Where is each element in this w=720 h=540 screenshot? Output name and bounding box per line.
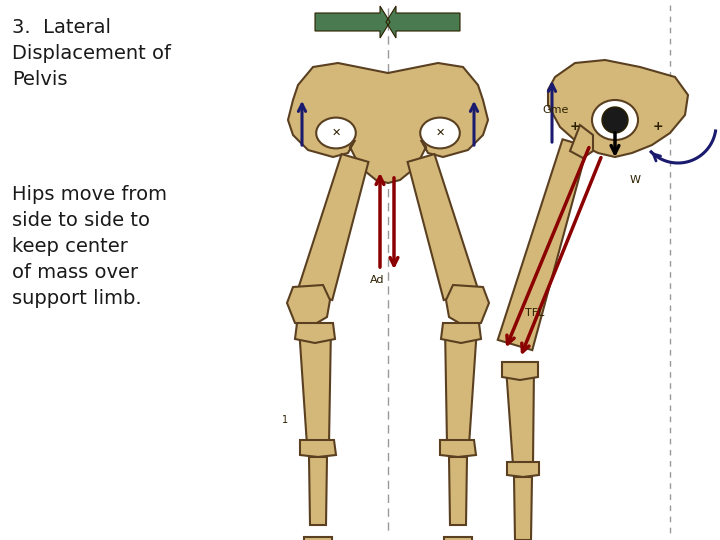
Text: of mass over: of mass over — [12, 263, 138, 282]
Polygon shape — [315, 6, 390, 38]
Polygon shape — [449, 457, 467, 525]
Polygon shape — [287, 285, 330, 327]
Polygon shape — [288, 63, 488, 183]
Text: TFL: TFL — [525, 308, 544, 318]
Text: support limb.: support limb. — [12, 289, 142, 308]
Text: 3.  Lateral: 3. Lateral — [12, 18, 111, 37]
Ellipse shape — [420, 118, 460, 148]
Polygon shape — [300, 440, 336, 457]
Polygon shape — [295, 323, 335, 343]
Polygon shape — [514, 477, 532, 540]
Polygon shape — [408, 154, 478, 300]
Text: keep center: keep center — [12, 237, 128, 256]
Polygon shape — [445, 327, 477, 446]
Polygon shape — [298, 154, 369, 300]
Polygon shape — [548, 60, 688, 157]
Text: Ad: Ad — [370, 275, 384, 285]
Text: Hips move from: Hips move from — [12, 185, 167, 204]
Polygon shape — [304, 537, 332, 540]
Text: Gme: Gme — [542, 105, 568, 115]
Text: ✕: ✕ — [436, 128, 445, 138]
Polygon shape — [441, 323, 481, 343]
Text: Displacement of: Displacement of — [12, 44, 171, 63]
Polygon shape — [440, 440, 476, 457]
Text: W: W — [630, 175, 641, 185]
Polygon shape — [570, 125, 593, 158]
Text: 1: 1 — [282, 415, 288, 425]
Text: ✕: ✕ — [331, 128, 341, 138]
Polygon shape — [502, 362, 538, 380]
Circle shape — [602, 107, 628, 133]
Text: +: + — [653, 120, 663, 133]
Polygon shape — [507, 462, 539, 477]
Ellipse shape — [316, 118, 356, 148]
Polygon shape — [299, 327, 331, 446]
Polygon shape — [506, 367, 534, 465]
Polygon shape — [386, 6, 460, 38]
Text: +: + — [570, 120, 580, 133]
Polygon shape — [498, 139, 588, 350]
Ellipse shape — [592, 100, 638, 140]
Text: side to side to: side to side to — [12, 211, 150, 230]
Polygon shape — [444, 537, 472, 540]
Text: Pelvis: Pelvis — [12, 70, 68, 89]
Polygon shape — [309, 457, 327, 525]
Polygon shape — [446, 285, 489, 327]
